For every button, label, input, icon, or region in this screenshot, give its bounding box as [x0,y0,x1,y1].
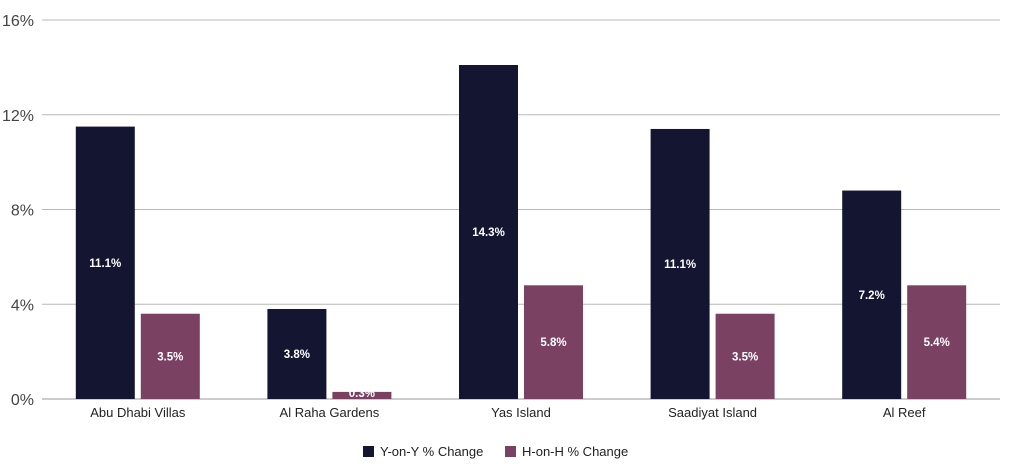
data-label: 3.8% [284,349,310,361]
bar-yoy [842,190,902,399]
bar-hoh [907,285,967,399]
category-label: Yas Island [491,405,551,420]
bar-yoy [459,65,518,399]
data-label: 5.4% [924,337,950,349]
y-tick-label: 0% [11,392,34,409]
bar-hoh [524,285,583,399]
category-label: Saadiyat Island [668,405,757,420]
data-label: 11.1% [89,258,121,270]
legend: Y-on-Y % Change H-on-H % Change [363,444,628,459]
legend-item-yoy: Y-on-Y % Change [363,444,483,459]
bar-hoh [140,313,200,399]
category-label: Al Raha Gardens [280,405,380,420]
y-tick-label: 4% [11,297,34,314]
x-axis-categories: Abu Dhabi Villas Al Raha Gardens Yas Islan… [90,405,926,420]
data-label: 0.3% [349,388,375,400]
legend-item-hoh: H-on-H % Change [505,444,628,459]
y-tick-label: 12% [2,108,34,125]
data-label: 3.5% [157,351,183,363]
bar-yoy [75,126,135,399]
category-label: Al Reef [883,405,926,420]
bar-yoy [650,128,710,399]
y-axis-ticks: 0% 4% 8% 12% 16% [2,13,34,409]
data-label: 11.1% [664,259,696,271]
data-label: 5.8% [540,337,566,349]
gridlines [42,19,1000,400]
data-label: 3.5% [732,351,758,363]
bar-yoy [267,308,327,399]
data-label: 14.3% [472,227,505,239]
legend-swatch [505,446,516,457]
y-tick-label: 8% [11,203,34,220]
legend-label: H-on-H % Change [522,444,628,459]
bar-hoh [332,391,392,399]
y-tick-label: 16% [2,13,34,30]
category-label: Abu Dhabi Villas [90,405,186,420]
legend-label: Y-on-Y % Change [380,444,483,459]
legend-swatch [363,446,374,457]
bar-hoh [715,313,775,399]
data-label: 7.2% [859,290,885,302]
bars: 11.1% 3.5% 3.8% 0.3% 14.3% 5.8% 11.1% 3.5% 7.2% 5… [75,65,967,400]
